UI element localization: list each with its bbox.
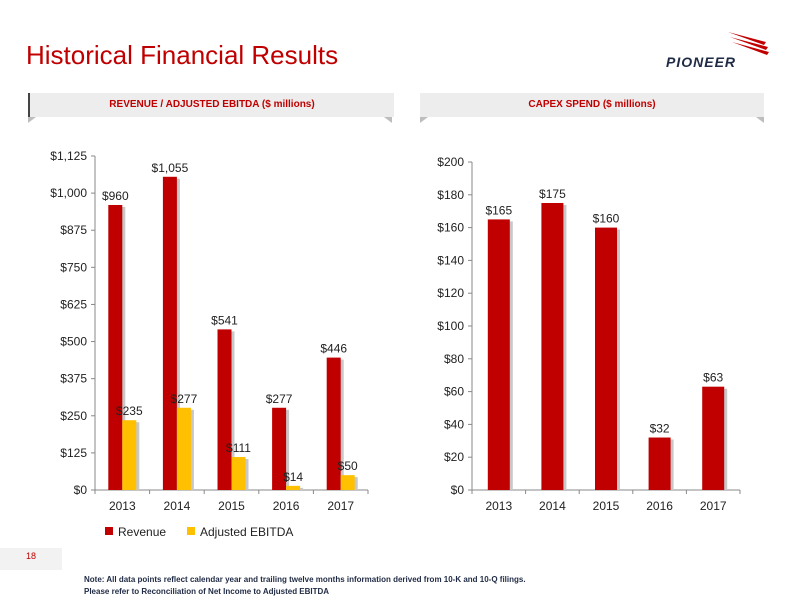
revenue-chart-y-tick-label: $625: [60, 297, 87, 311]
revenue-chart-legend-label: Adjusted EBITDA: [200, 525, 293, 539]
revenue-chart-bar-a: [162, 176, 177, 490]
revenue-chart-y-tick-label: $1,125: [50, 149, 87, 163]
revenue-chart-x-tick-label: 2015: [218, 499, 245, 513]
logo-swoosh-icon: [728, 32, 769, 55]
left-chart-header-label: REVENUE / ADJUSTED EBITDA ($ millions): [109, 99, 315, 110]
revenue-chart-y-tick-label: $1,000: [50, 186, 87, 200]
revenue-chart-data-label: $541: [211, 313, 238, 327]
revenue-chart-x-tick-label: 2013: [109, 499, 136, 513]
revenue-chart-y-tick-label: $250: [60, 409, 87, 423]
capex-chart-x-tick-label: 2017: [700, 499, 727, 513]
capex-chart-data-label: $165: [485, 203, 512, 217]
revenue-chart-data-label: $277: [266, 392, 293, 406]
revenue-chart-data-label: $50: [338, 459, 358, 473]
footnote: Note: All data points reflect calendar y…: [84, 574, 526, 598]
right-chart-header: CAPEX SPEND ($ millions): [420, 93, 764, 117]
footnote-line-1: Note: All data points reflect calendar y…: [84, 575, 526, 584]
capex-chart-data-label: $175: [539, 187, 566, 201]
revenue-chart-legend-swatch: [187, 527, 195, 535]
revenue-chart-legend-label: Revenue: [118, 525, 166, 539]
revenue-chart-y-tick-label: $125: [60, 446, 87, 460]
revenue-chart-data-label: $277: [171, 392, 198, 406]
revenue-chart-y-tick-label: $750: [60, 260, 87, 274]
capex-chart-bar-a: [595, 227, 617, 490]
footnote-line-2: Please refer to Reconciliation of Net In…: [84, 587, 330, 596]
header-fold-decoration: [28, 117, 36, 123]
revenue-chart-x-tick-label: 2014: [164, 499, 191, 513]
revenue-chart-y-tick-label: $0: [74, 483, 88, 497]
revenue-chart-bar-b: [122, 420, 137, 490]
capex-chart-data-label: $63: [703, 371, 723, 385]
capex-chart-y-tick-label: $60: [444, 385, 464, 399]
revenue-chart-data-label: $14: [283, 470, 303, 484]
capex-chart-y-tick-label: $0: [451, 483, 465, 497]
revenue-chart-legend-swatch: [105, 527, 113, 535]
page-number: 18: [26, 551, 37, 561]
revenue-chart-y-tick-label: $500: [60, 335, 87, 349]
revenue-chart-data-label: $1,055: [152, 161, 189, 175]
revenue-chart-bar-b: [340, 475, 355, 490]
revenue-chart-data-label: $960: [102, 189, 129, 203]
pioneer-logo: PIONEER: [666, 28, 776, 78]
capex-chart-bar-a: [541, 203, 564, 490]
capex-chart-x-tick-label: 2016: [646, 499, 673, 513]
capex-chart-y-tick-label: $160: [437, 221, 464, 235]
revenue-chart-bar-b: [176, 407, 191, 490]
revenue-chart-bar-a: [108, 204, 123, 490]
revenue-chart-data-label: $111: [226, 441, 251, 455]
capex-chart-y-tick-label: $180: [437, 188, 464, 202]
page-title: Historical Financial Results: [26, 40, 339, 70]
revenue-chart-data-label: $235: [116, 404, 143, 418]
header-fold-decoration: [384, 117, 392, 123]
revenue-chart-data-label: $446: [320, 342, 347, 356]
capex-chart-bar-a: [702, 386, 725, 490]
capex-chart-x-tick-label: 2013: [485, 499, 512, 513]
revenue-chart-bar-a: [217, 329, 232, 490]
right-chart-header-label: CAPEX SPEND ($ millions): [528, 99, 656, 110]
capex-chart-data-label: $32: [650, 422, 670, 436]
capex-chart-bar-a: [487, 219, 510, 490]
logo-wordmark: PIONEER: [666, 54, 737, 70]
charts-canvas: $0 $125 $250 $375 $500 $625 $750 $875 $1,000 $1,1…: [50, 149, 741, 539]
capex-chart-y-tick-label: $100: [437, 319, 464, 333]
capex-chart-data-label: $160: [593, 212, 620, 226]
revenue-chart-bar-a: [272, 407, 287, 490]
revenue-chart-x-tick-label: 2017: [327, 499, 354, 513]
capex-chart-y-tick-label: $200: [437, 155, 464, 169]
revenue-chart-y-tick-label: $875: [60, 223, 87, 237]
left-chart-header: REVENUE / ADJUSTED EBITDA ($ millions): [28, 93, 394, 117]
capex-chart-bar-a: [648, 437, 671, 490]
header-fold-decoration: [756, 117, 764, 123]
capex-chart-y-tick-label: $80: [444, 352, 464, 366]
revenue-chart-y-tick-label: $375: [60, 372, 87, 386]
revenue-chart-bar-b: [231, 457, 246, 490]
revenue-chart-x-tick-label: 2016: [273, 499, 300, 513]
capex-chart-y-tick-label: $20: [444, 450, 464, 464]
capex-chart-x-tick-label: 2015: [593, 499, 620, 513]
capex-chart-y-tick-label: $120: [437, 286, 464, 300]
capex-chart-x-tick-label: 2014: [539, 499, 566, 513]
capex-chart-y-tick-label: $140: [437, 253, 464, 267]
revenue-chart-bar-b: [286, 485, 301, 490]
header-fold-decoration: [420, 117, 428, 123]
capex-chart-y-tick-label: $40: [444, 417, 464, 431]
page-number-box: [0, 548, 62, 570]
revenue-chart-bar-a: [326, 357, 341, 490]
